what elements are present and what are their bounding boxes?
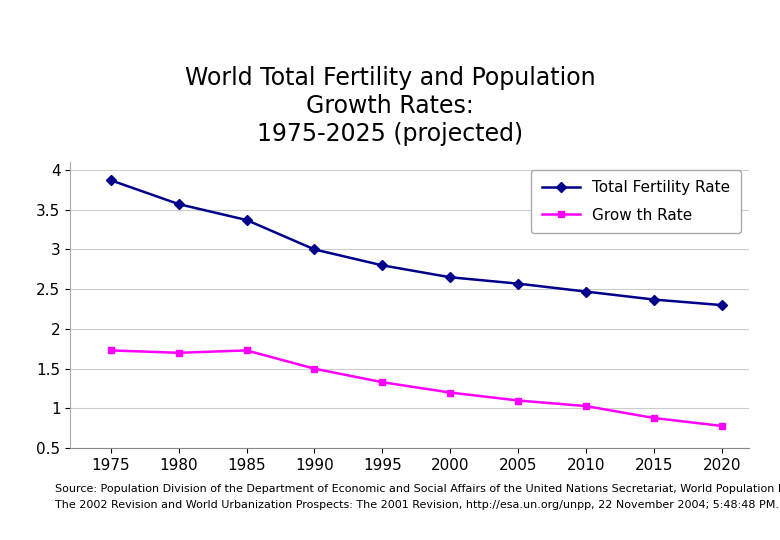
Total Fertility Rate — [717, 302, 726, 308]
Legend: Total Fertility Rate, Grow th Rate: Total Fertility Rate, Grow th Rate — [531, 170, 741, 233]
Text: The 2002 Revision and World Urbanization Prospects: The 2001 Revision, http://es: The 2002 Revision and World Urbanization… — [55, 500, 778, 510]
Grow th Rate — [513, 397, 523, 404]
Line: Total Fertility Rate: Total Fertility Rate — [108, 177, 725, 308]
Total Fertility Rate — [242, 217, 251, 223]
Grow th Rate — [378, 379, 387, 386]
Grow th Rate — [717, 423, 726, 429]
Grow th Rate — [581, 403, 590, 409]
Text: World Total Fertility and Population
Growth Rates:
1975-2025 (projected): World Total Fertility and Population Gro… — [185, 66, 595, 146]
Grow th Rate — [445, 389, 455, 396]
Text: Source: Population Division of the Department of Economic and Social Affairs of : Source: Population Division of the Depar… — [55, 484, 780, 494]
Grow th Rate — [174, 349, 183, 356]
Total Fertility Rate — [378, 262, 387, 268]
Line: Grow th Rate: Grow th Rate — [108, 347, 725, 429]
Total Fertility Rate — [649, 296, 658, 303]
Total Fertility Rate — [581, 288, 590, 295]
Total Fertility Rate — [445, 274, 455, 280]
Grow th Rate — [310, 366, 319, 372]
Grow th Rate — [106, 347, 115, 354]
Total Fertility Rate — [106, 177, 115, 184]
Total Fertility Rate — [310, 246, 319, 253]
Total Fertility Rate — [174, 201, 183, 207]
Total Fertility Rate — [513, 280, 523, 287]
Grow th Rate — [242, 347, 251, 354]
Grow th Rate — [649, 415, 658, 421]
